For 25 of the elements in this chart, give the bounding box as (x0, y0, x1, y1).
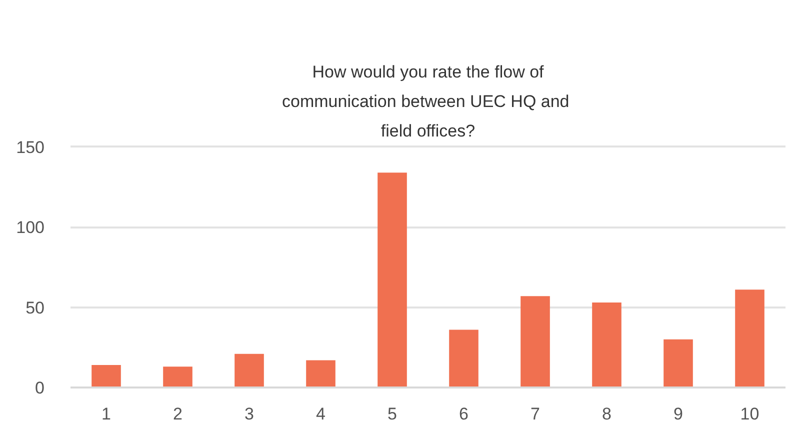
y-tick-label: 150 (16, 138, 45, 157)
y-tick-label: 0 (35, 378, 45, 398)
bar (735, 290, 764, 388)
x-tick-label: 10 (740, 404, 760, 424)
bar (378, 172, 407, 388)
bar (592, 302, 622, 388)
y-tick-label: 100 (16, 218, 45, 238)
x-tick-label: 6 (459, 404, 468, 424)
bar (234, 354, 264, 388)
x-tick-label: 3 (244, 404, 254, 424)
y-tick-label: 50 (26, 298, 45, 318)
x-tick-label: 9 (674, 404, 683, 424)
x-tick-label: 5 (388, 404, 397, 424)
bar (520, 296, 550, 388)
x-tick-label: 4 (316, 404, 326, 424)
bar (664, 339, 693, 388)
x-tick-label: 7 (530, 404, 540, 424)
bar (163, 366, 192, 388)
bar (92, 365, 121, 388)
bar (449, 330, 478, 388)
x-tick-label: 2 (173, 404, 182, 424)
x-tick-label: 1 (102, 404, 111, 424)
bar (306, 360, 336, 388)
chart-title: How would you rate the flow of communication between UEC HQ and field offices? (282, 62, 570, 140)
x-tick-label: 8 (602, 404, 612, 424)
